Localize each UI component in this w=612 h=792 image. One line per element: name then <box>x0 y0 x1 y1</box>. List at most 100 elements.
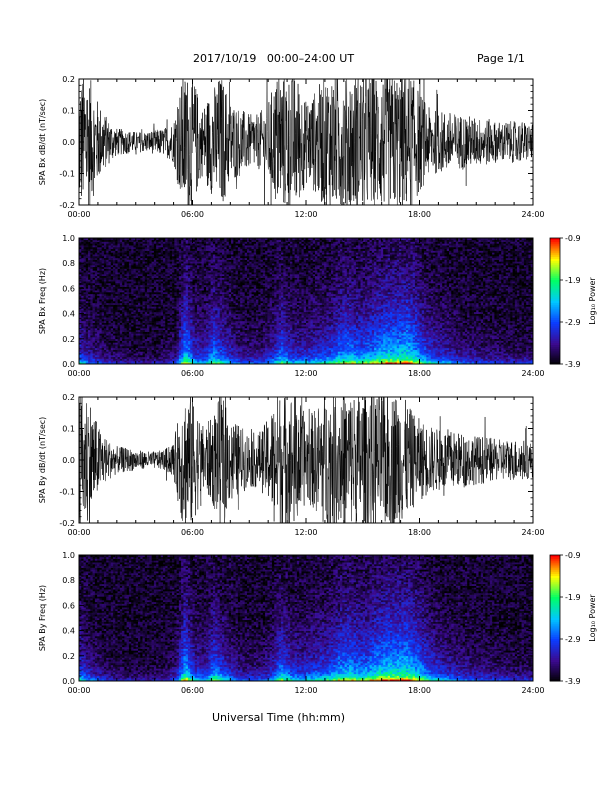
heatmap-cell <box>83 333 87 336</box>
heatmap-cell <box>108 279 112 282</box>
heatmap-cell <box>192 263 196 266</box>
heatmap-cell <box>158 239 162 242</box>
heatmap-cell <box>153 362 157 365</box>
heatmap-cell <box>183 356 186 359</box>
heatmap-cell <box>122 293 125 296</box>
heatmap-cell <box>85 290 89 293</box>
heatmap-cell <box>156 290 159 293</box>
heatmap-cell <box>208 286 211 289</box>
heatmap-cell <box>172 293 175 296</box>
heatmap-cell <box>169 346 173 349</box>
heatmap-cell <box>138 319 141 322</box>
heatmap-cell <box>94 328 98 331</box>
heatmap-cell <box>97 338 100 341</box>
heatmap-cell <box>90 306 93 309</box>
heatmap-cell <box>169 295 173 298</box>
heatmap-cell <box>217 288 221 291</box>
heatmap-cell <box>226 266 230 269</box>
heatmap-cell <box>158 358 162 361</box>
heatmap-cell <box>90 281 93 284</box>
heatmap-cell <box>119 335 123 338</box>
heatmap-cell <box>224 261 227 264</box>
heatmap-cell <box>131 257 134 260</box>
heatmap-cell <box>97 308 100 311</box>
heatmap-cell <box>115 304 118 307</box>
heatmap-cell <box>97 268 100 271</box>
heatmap-cell <box>131 295 134 298</box>
heatmap-cell <box>110 295 114 298</box>
heatmap-cell <box>174 310 177 313</box>
heatmap-cell <box>183 301 186 304</box>
heatmap-cell <box>165 243 168 246</box>
heatmap-cell <box>187 344 191 347</box>
heatmap-cell <box>210 322 214 325</box>
heatmap-cell <box>83 243 87 246</box>
heatmap-cell <box>126 265 130 268</box>
heatmap-cell <box>203 277 207 280</box>
heatmap-cell <box>124 288 127 291</box>
heatmap-cell <box>94 263 98 266</box>
heatmap-cell <box>219 353 223 356</box>
heatmap-cell <box>226 301 230 304</box>
heatmap-cell <box>192 315 196 318</box>
heatmap-cell <box>219 295 223 298</box>
heatmap-cell <box>172 263 175 266</box>
heatmap-cell <box>212 275 216 278</box>
heatmap-cell <box>83 261 87 264</box>
heatmap-cell <box>103 254 107 257</box>
heatmap-cell <box>172 315 175 318</box>
heatmap-cell <box>228 333 232 336</box>
heatmap-cell <box>117 358 121 361</box>
heatmap-cell <box>208 239 211 242</box>
heatmap-cell <box>172 328 175 331</box>
heatmap-cell <box>115 279 118 282</box>
heatmap-cell <box>140 356 143 359</box>
heatmap-cell <box>106 252 109 255</box>
heatmap-cell <box>117 239 121 242</box>
heatmap-cell <box>103 292 107 295</box>
heatmap-cell <box>185 279 189 282</box>
heatmap-cell <box>165 304 168 307</box>
heatmap-cell <box>119 311 123 314</box>
heatmap-cell <box>201 270 205 273</box>
heatmap-cell <box>203 351 207 354</box>
heatmap-cell <box>83 252 87 255</box>
heatmap-cell <box>169 288 173 291</box>
heatmap-cell <box>174 245 177 248</box>
heatmap-cell <box>97 335 100 338</box>
heatmap-cell <box>167 320 171 323</box>
heatmap-cell <box>103 257 107 260</box>
heatmap-cell <box>149 243 152 246</box>
heatmap-cell <box>106 308 109 311</box>
heatmap-cell <box>235 275 239 278</box>
heatmap-cell <box>208 290 211 293</box>
heatmap-cell <box>206 259 209 262</box>
heatmap-cell <box>206 245 209 248</box>
heatmap-cell <box>135 331 139 334</box>
heatmap-cell <box>158 317 162 320</box>
heatmap-cell <box>226 247 230 250</box>
heatmap-cell <box>206 263 209 266</box>
heatmap-cell <box>106 284 109 287</box>
heatmap-cell <box>197 344 200 347</box>
heatmap-cell <box>199 274 202 277</box>
heatmap-cell <box>88 346 91 349</box>
heatmap-cell <box>124 322 127 325</box>
heatmap-cell <box>131 326 134 329</box>
heatmap-cell <box>94 297 98 300</box>
heatmap-cell <box>110 299 114 302</box>
heatmap-cell <box>167 254 171 257</box>
heatmap-cell <box>97 331 100 334</box>
heatmap-cell <box>208 358 211 361</box>
heatmap-cell <box>149 319 152 322</box>
heatmap-cell <box>231 320 234 323</box>
heatmap-cell <box>81 268 84 271</box>
heatmap-cell <box>174 266 177 269</box>
heatmap-cell <box>153 328 157 331</box>
heatmap-cell <box>147 310 150 313</box>
heatmap-cell <box>149 358 152 361</box>
heatmap-cell <box>210 317 214 320</box>
heatmap-cell <box>185 356 189 359</box>
heatmap-cell <box>187 313 191 316</box>
heatmap-cell <box>124 290 127 293</box>
